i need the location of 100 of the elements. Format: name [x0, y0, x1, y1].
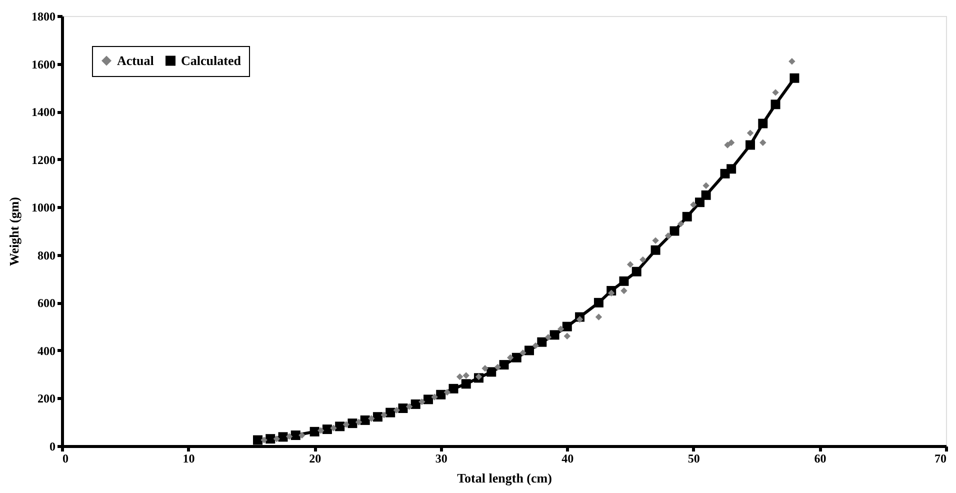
point [690, 201, 697, 208]
point [702, 182, 710, 189]
point [335, 422, 345, 432]
point [544, 334, 552, 341]
x-tick-label: 0 [62, 452, 68, 466]
legend-label: Actual [117, 52, 154, 68]
x-tick-label: 30 [435, 452, 448, 466]
point [355, 418, 362, 426]
point [550, 330, 560, 340]
point [475, 373, 482, 380]
point [788, 58, 796, 65]
point [461, 379, 471, 389]
point [650, 245, 660, 255]
x-tick-label: 40 [562, 452, 574, 466]
y-tick-label: 1000 [32, 200, 56, 215]
point [260, 436, 268, 444]
point [670, 226, 680, 236]
point [746, 140, 755, 150]
point [456, 373, 464, 380]
y-tick-label: 1600 [32, 57, 56, 72]
point [444, 388, 451, 396]
legend-label: Calculated [181, 52, 242, 68]
point [512, 352, 522, 362]
x-tick-label: 50 [688, 452, 700, 466]
point [423, 394, 433, 404]
point [278, 432, 288, 442]
point [368, 415, 375, 422]
point [608, 290, 615, 296]
x-tick-label: 10 [182, 452, 195, 466]
point [682, 212, 692, 222]
point [758, 118, 768, 128]
point [728, 139, 735, 146]
point [562, 322, 572, 332]
point [386, 408, 396, 418]
point [286, 433, 293, 440]
point [770, 100, 780, 110]
point [537, 337, 547, 347]
point [760, 139, 766, 146]
point [595, 314, 602, 320]
point [318, 427, 324, 434]
point [448, 384, 458, 394]
point [677, 220, 684, 228]
y-tick-label: 1200 [32, 152, 56, 167]
point [266, 434, 276, 444]
point [506, 354, 514, 361]
point [594, 298, 604, 308]
point [436, 390, 446, 400]
point [330, 424, 337, 432]
point [557, 326, 564, 332]
point [726, 164, 736, 174]
point [342, 421, 350, 428]
point [520, 349, 526, 356]
y-tick-label: 1800 [32, 10, 56, 24]
x-tick-label: 20 [309, 452, 322, 466]
point [494, 364, 502, 371]
point [499, 360, 509, 370]
point [486, 367, 496, 377]
point [576, 316, 584, 323]
x-axis-title: Total length (cm) [457, 470, 552, 486]
point [790, 73, 800, 83]
point [348, 418, 358, 428]
point [298, 432, 306, 439]
point [410, 399, 420, 409]
point [322, 424, 332, 434]
point [524, 346, 534, 356]
point [380, 412, 388, 418]
point [532, 342, 539, 350]
point [418, 398, 426, 406]
point [462, 372, 470, 379]
point [360, 415, 370, 425]
point [290, 430, 300, 440]
point [398, 404, 408, 413]
point [619, 276, 629, 286]
point [253, 435, 262, 445]
point [652, 237, 659, 244]
y-tick-label: 400 [38, 344, 56, 358]
y-tick-label: 0 [50, 440, 56, 454]
point [372, 412, 382, 422]
y-tick-label: 800 [38, 248, 56, 262]
y-tick-label: 200 [38, 392, 56, 406]
point [393, 406, 400, 414]
point [772, 89, 779, 96]
y-tick-label: 1400 [32, 105, 56, 120]
x-tick-label: 70 [934, 452, 946, 466]
point [431, 394, 438, 400]
point [620, 287, 628, 294]
y-axis-title: Weight (gm) [6, 197, 22, 266]
point [701, 190, 711, 200]
y-tick-label: 600 [38, 296, 56, 310]
point [406, 403, 413, 410]
point [746, 130, 754, 136]
point [664, 232, 672, 240]
point [626, 261, 634, 268]
x-tick-label: 60 [814, 452, 826, 466]
point [564, 332, 570, 340]
point [310, 426, 320, 436]
point [632, 266, 642, 276]
point [273, 435, 280, 442]
point [482, 365, 488, 372]
point [640, 256, 646, 264]
